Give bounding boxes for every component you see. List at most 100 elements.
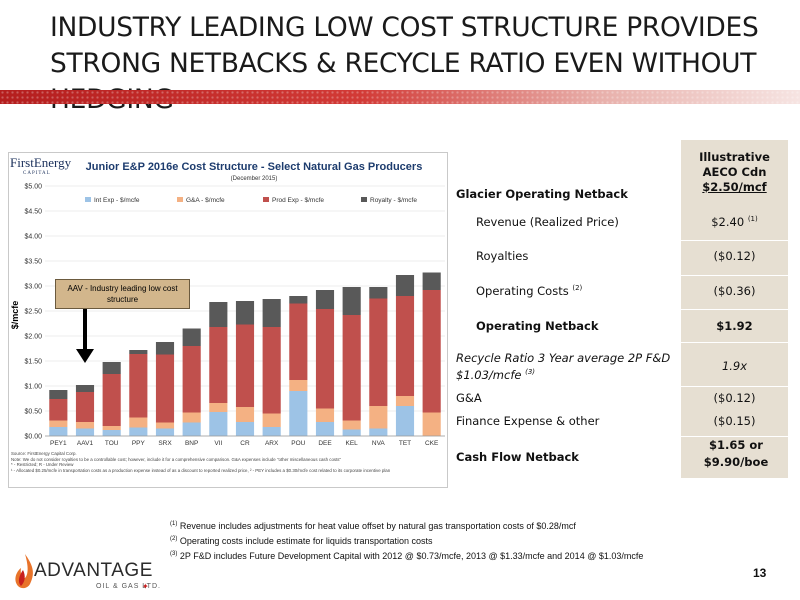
row-divider <box>681 436 788 437</box>
recycle-ratio-footnote-ref: (3) <box>525 368 536 377</box>
chart-note-source: Source: FirstEnergy Capital Corp. <box>11 451 77 456</box>
bar-segment <box>422 290 441 413</box>
bar-segment <box>49 420 68 427</box>
bar-segment <box>262 327 281 414</box>
bar-segment <box>75 428 95 436</box>
row-label-operating-costs: Operating Costs (2) <box>456 283 681 300</box>
bar-segment <box>102 362 121 374</box>
y-tick-label: $3.50 <box>24 259 42 266</box>
chart-note-royalties: Note: We do not consider royalties to be… <box>11 456 342 462</box>
bar-segment <box>209 302 228 327</box>
bar-segment <box>342 420 361 430</box>
bar-segment <box>155 428 175 436</box>
row-divider <box>681 275 788 276</box>
x-tick-label: POU <box>291 440 305 447</box>
y-tick-label: $5.00 <box>24 184 42 191</box>
row-value-revenue: $2.40 (1) <box>681 214 788 231</box>
x-tick-label: TOU <box>105 440 119 447</box>
footnote-1: (1) Revenue includes adjustments for hea… <box>170 518 770 533</box>
row-value-royalties: ($0.12) <box>713 249 756 263</box>
aav-callout: AAV - Industry leading low cost structur… <box>55 279 190 309</box>
operating-costs-footnote-ref: (2) <box>572 284 583 293</box>
bar-segment <box>262 299 281 327</box>
bar-segment <box>49 427 68 436</box>
recycle-ratio-label: Recycle Ratio 3 Year average 2P F&D $1.0… <box>456 351 671 382</box>
row-value-operating-costs: ($0.36) <box>713 284 756 298</box>
bar-segment <box>235 407 255 422</box>
bar-segment <box>342 315 361 421</box>
footnote-2-text: Operating costs include estimate for liq… <box>179 536 433 546</box>
chart-note-allocated: ¹ - Allocated $0.25/mcfe in transportati… <box>11 467 391 473</box>
legend-swatch <box>263 197 269 202</box>
y-tick-label: $3.00 <box>24 284 42 291</box>
bar-segment <box>289 391 308 436</box>
x-tick-label: BNP <box>185 440 198 447</box>
bar-segment <box>235 422 255 436</box>
bar-segment <box>182 412 201 423</box>
row-divider <box>681 240 788 241</box>
bar-segment <box>102 426 121 430</box>
bar-segment <box>315 422 335 436</box>
chart-source-notes: Source: FirstEnergy Capital Corp. Note: … <box>11 451 445 473</box>
row-divider <box>681 386 788 387</box>
bar-segment <box>422 412 441 436</box>
chart-note-restricted: * - Restricted; R - Under Review <box>11 462 74 468</box>
table-header-line1: Illustrative <box>699 150 770 164</box>
bar-segment <box>209 403 228 412</box>
x-tick-label: KEL <box>346 440 359 447</box>
bar-segment <box>315 408 335 422</box>
stacked-bar-chart: $0.00 $0.50 $1.00 $1.50 $2.00 $2.50 $3.00 $3.50… <box>10 184 445 447</box>
y-tick-label: $1.00 <box>24 384 42 391</box>
bar-segment <box>395 275 415 296</box>
footnote-1-num: (1) <box>170 521 178 527</box>
row-value-recycle-ratio: 1.9x <box>721 359 748 373</box>
bar-segment <box>235 324 255 407</box>
x-tick-label: SRX <box>158 440 172 447</box>
bar-segment <box>182 422 201 436</box>
bar-segment <box>395 296 415 396</box>
legend-label: Prod Exp - $/mcfe <box>272 197 324 204</box>
footnote-3: (3) 2P F&D includes Future Development C… <box>170 548 770 563</box>
row-value-cash-flow-netback: $1.65 or $9.90/boe <box>703 438 769 469</box>
table-header: Illustrative AECO Cdn $2.50/mcf <box>681 150 788 195</box>
bar-segment <box>369 428 388 436</box>
x-tick-label: CKE <box>425 440 439 447</box>
bar-segment <box>235 301 255 325</box>
y-tick-label: $1.50 <box>24 359 42 366</box>
bar-segment <box>369 298 388 406</box>
bar-segment <box>395 396 415 406</box>
x-tick-label: AAV1 <box>77 440 94 447</box>
x-tick-label: CR <box>240 440 250 447</box>
y-tick-label: $0.00 <box>24 434 42 441</box>
bar-segment <box>102 374 121 426</box>
bar-segment <box>289 380 308 391</box>
row-label-cash-flow-netback: Cash Flow Netback <box>456 450 579 464</box>
x-tick-label: DEE <box>318 440 332 447</box>
bar-segment <box>369 287 388 299</box>
bar-segment <box>49 399 68 421</box>
row-label-finance-expense: Finance Expense & other <box>456 414 600 428</box>
row-value-operating-netback: $1.92 <box>716 319 753 333</box>
footnote-2: (2) Operating costs include estimate for… <box>170 533 770 548</box>
table-header-line3: $2.50/mcf <box>702 180 767 194</box>
x-tick-label: TET <box>399 440 411 447</box>
row-label-royalties: Royalties <box>476 249 529 263</box>
bar-segment <box>155 342 175 355</box>
bar-segment <box>289 303 308 380</box>
bar-segment <box>422 272 441 290</box>
y-tick-label: $4.00 <box>24 234 42 241</box>
chart-subtitle: (December 2015) <box>230 176 278 182</box>
down-arrow-icon <box>76 349 94 363</box>
bar-segment <box>395 406 415 436</box>
callout-arrow-shaft <box>83 309 87 351</box>
slide-title: INDUSTRY LEADING LOW COST STRUCTURE PROV… <box>50 12 759 115</box>
advantage-logo-text: ADVANTAGE <box>34 560 153 581</box>
footnote-3-text: 2P F&D includes Future Development Capit… <box>179 551 644 561</box>
bar-segment <box>315 290 335 309</box>
footnote-3-num: (3) <box>170 551 178 557</box>
row-label-operating-netback: Operating Netback <box>476 319 599 333</box>
operating-costs-label: Operating Costs <box>476 284 569 298</box>
footnotes: (1) Revenue includes adjustments for hea… <box>170 518 770 563</box>
legend-swatch <box>361 197 367 202</box>
revenue-footnote-ref: (1) <box>747 215 758 224</box>
